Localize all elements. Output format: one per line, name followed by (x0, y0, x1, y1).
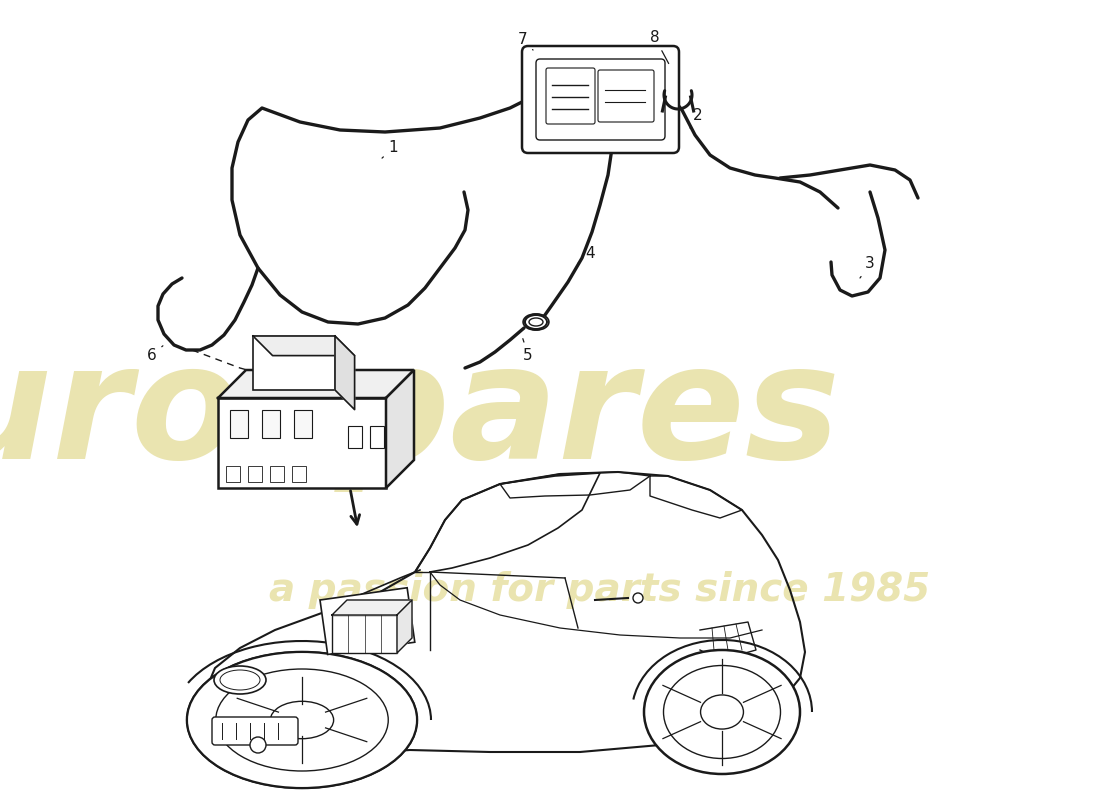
Circle shape (250, 737, 266, 753)
Polygon shape (386, 370, 414, 488)
Text: eurospares: eurospares (0, 338, 840, 493)
Polygon shape (253, 336, 354, 355)
Text: 2: 2 (690, 107, 703, 128)
Ellipse shape (216, 669, 388, 771)
Bar (370, 426, 384, 448)
Ellipse shape (701, 695, 744, 729)
Bar (218, 398, 386, 488)
Ellipse shape (644, 650, 800, 774)
Polygon shape (397, 600, 412, 653)
Text: 5: 5 (522, 338, 532, 362)
Text: 3: 3 (860, 257, 875, 278)
FancyBboxPatch shape (522, 46, 679, 153)
Ellipse shape (187, 652, 417, 788)
Text: a passion for parts since 1985: a passion for parts since 1985 (270, 571, 931, 609)
Bar (292, 466, 306, 482)
Ellipse shape (271, 702, 333, 738)
Polygon shape (336, 336, 354, 410)
FancyBboxPatch shape (598, 70, 654, 122)
Ellipse shape (525, 314, 549, 330)
Bar (332, 615, 397, 653)
Bar (253, 336, 336, 390)
Ellipse shape (529, 318, 543, 326)
Bar (270, 466, 284, 482)
Bar (262, 410, 280, 438)
Polygon shape (218, 370, 414, 398)
Bar (248, 466, 262, 482)
Ellipse shape (220, 670, 260, 690)
Text: 4: 4 (579, 246, 595, 263)
Ellipse shape (525, 315, 547, 329)
Ellipse shape (187, 652, 417, 788)
Bar (230, 410, 248, 438)
Text: 7: 7 (518, 33, 534, 50)
Polygon shape (332, 600, 412, 615)
Text: 6: 6 (147, 346, 163, 362)
Circle shape (632, 593, 644, 603)
Text: 1: 1 (382, 141, 398, 158)
FancyBboxPatch shape (546, 68, 595, 124)
Ellipse shape (663, 666, 781, 758)
Bar (348, 426, 362, 448)
Bar (294, 410, 312, 438)
Bar (226, 466, 240, 482)
Bar (320, 588, 415, 654)
Ellipse shape (524, 314, 547, 330)
Text: 8: 8 (650, 30, 669, 63)
FancyBboxPatch shape (212, 717, 298, 745)
FancyBboxPatch shape (536, 59, 665, 140)
Ellipse shape (214, 666, 266, 694)
